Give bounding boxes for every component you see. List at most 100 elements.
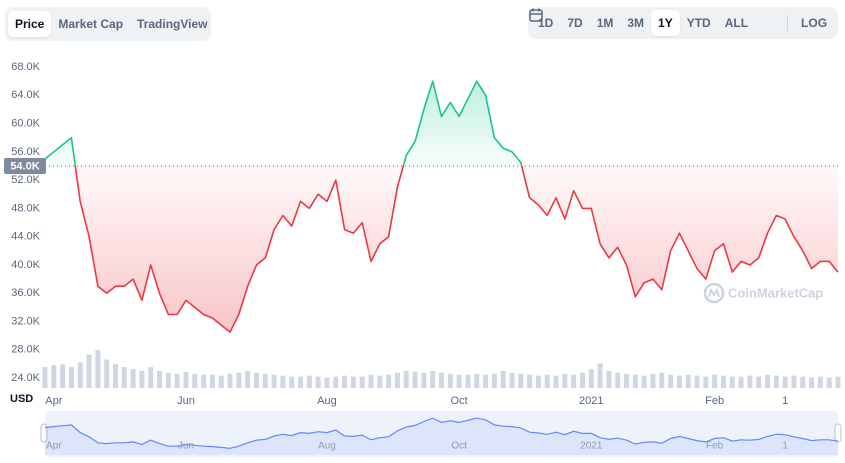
volume-bar [712, 374, 718, 388]
x-tick-label: Feb [705, 395, 724, 407]
volume-bar [165, 372, 171, 388]
volume-bar [650, 373, 656, 388]
y-tick-label: 36.0K [11, 287, 40, 299]
volume-bar [720, 375, 726, 388]
tab-button[interactable]: Price [8, 11, 52, 37]
volume-bar [298, 376, 304, 388]
volume-bar [756, 376, 762, 388]
navigator-tick-label: Feb [706, 441, 724, 452]
volume-bar [359, 376, 365, 388]
navigator-tick-label: 2021 [580, 441, 603, 452]
range-button[interactable]: ALL [724, 16, 749, 30]
volume-bar [800, 376, 806, 388]
range-button[interactable]: 1Y [651, 10, 680, 36]
watermark-text: CoinMarketCap [728, 285, 823, 300]
range-button[interactable]: 1M [596, 16, 614, 30]
volume-bar [668, 374, 674, 388]
volume-bar [174, 373, 180, 388]
volume-bar [588, 369, 594, 388]
y-tick-label: 44.0K [11, 231, 40, 243]
volume-bar [597, 363, 603, 388]
volume-bar [315, 376, 321, 388]
volume-bar [791, 375, 797, 388]
volume-bar [60, 364, 66, 388]
volume-bar [201, 374, 207, 388]
volume-bar [209, 374, 215, 388]
volume-bar [579, 372, 585, 388]
navigator-tick-label: Aug [318, 441, 336, 452]
volume-bar [553, 375, 559, 388]
volume-bar [377, 375, 383, 388]
volume-bar [729, 376, 735, 388]
volume-bar [245, 370, 251, 388]
volume-bar [394, 372, 400, 388]
volume-bar [676, 375, 682, 388]
volume-bar [403, 370, 409, 388]
y-tick-label: 48.0K [11, 202, 40, 214]
y-tick-label: 32.0K [11, 315, 40, 327]
volume-bar [192, 373, 198, 388]
volume-bar [77, 362, 83, 388]
volume-bar [368, 374, 374, 388]
volume-bar [509, 372, 515, 388]
volume-bar [350, 376, 356, 388]
volume-bar [439, 372, 444, 388]
navigator-tick-label: 1 [782, 441, 788, 452]
navigator-handle[interactable] [40, 423, 48, 443]
watermark: CoinMarketCap [703, 282, 823, 304]
volume-bar [624, 373, 630, 388]
volume-bar [632, 374, 638, 388]
volume-bar [773, 375, 779, 388]
log-button[interactable]: LOG [801, 16, 828, 30]
navigator-tick-label: Jun [178, 441, 194, 452]
reference-label-box [4, 158, 46, 174]
volume-bar [148, 367, 154, 388]
volume-bar [817, 376, 823, 388]
volume-bar [121, 367, 127, 388]
volume-bar [465, 374, 471, 388]
volume-bar [694, 375, 700, 388]
navigator-handle[interactable] [834, 423, 842, 443]
volume-bar [685, 374, 691, 388]
volume-bar [236, 372, 242, 388]
volume-bar [342, 375, 348, 388]
volume-bar [333, 376, 339, 388]
navigator-tick-label: Apr [46, 441, 62, 452]
volume-bar [430, 370, 436, 388]
volume-bar [289, 376, 295, 388]
volume-bar [562, 373, 568, 388]
x-tick-label: 1 [782, 395, 788, 407]
volume-bar [782, 376, 788, 388]
range-button[interactable]: 7D [567, 16, 583, 30]
volume-bar [139, 370, 145, 388]
volume-bar [500, 370, 506, 388]
x-tick-label: Aug [317, 395, 337, 407]
range-button[interactable]: 3M [627, 16, 645, 30]
volume-bar [51, 365, 57, 388]
volume-bar [68, 367, 74, 388]
y-tick-label: 56.0K [11, 146, 40, 158]
volume-bar [130, 369, 136, 388]
volume-bar [262, 373, 268, 388]
volume-bar [518, 373, 524, 388]
range-button[interactable]: YTD [686, 16, 711, 30]
x-tick-label: Apr [45, 395, 62, 407]
volume-bar [809, 377, 815, 388]
navigator-area [45, 418, 838, 455]
tab-button[interactable]: Market Cap [58, 17, 124, 31]
volume-bar [483, 374, 489, 388]
currency-label: USD [10, 393, 33, 405]
volume-bar [253, 372, 259, 388]
volume-bar [183, 371, 189, 388]
calendar-icon [529, 8, 543, 22]
volume-bar [95, 350, 101, 388]
volume-bar [280, 375, 286, 388]
calendar-button[interactable] [529, 8, 781, 36]
tab-button[interactable]: TradingView [137, 17, 208, 31]
volume-bar [738, 376, 744, 388]
volume-bar [386, 374, 392, 388]
reference-label: 54.0K [10, 160, 39, 172]
navigator-background [45, 411, 838, 457]
